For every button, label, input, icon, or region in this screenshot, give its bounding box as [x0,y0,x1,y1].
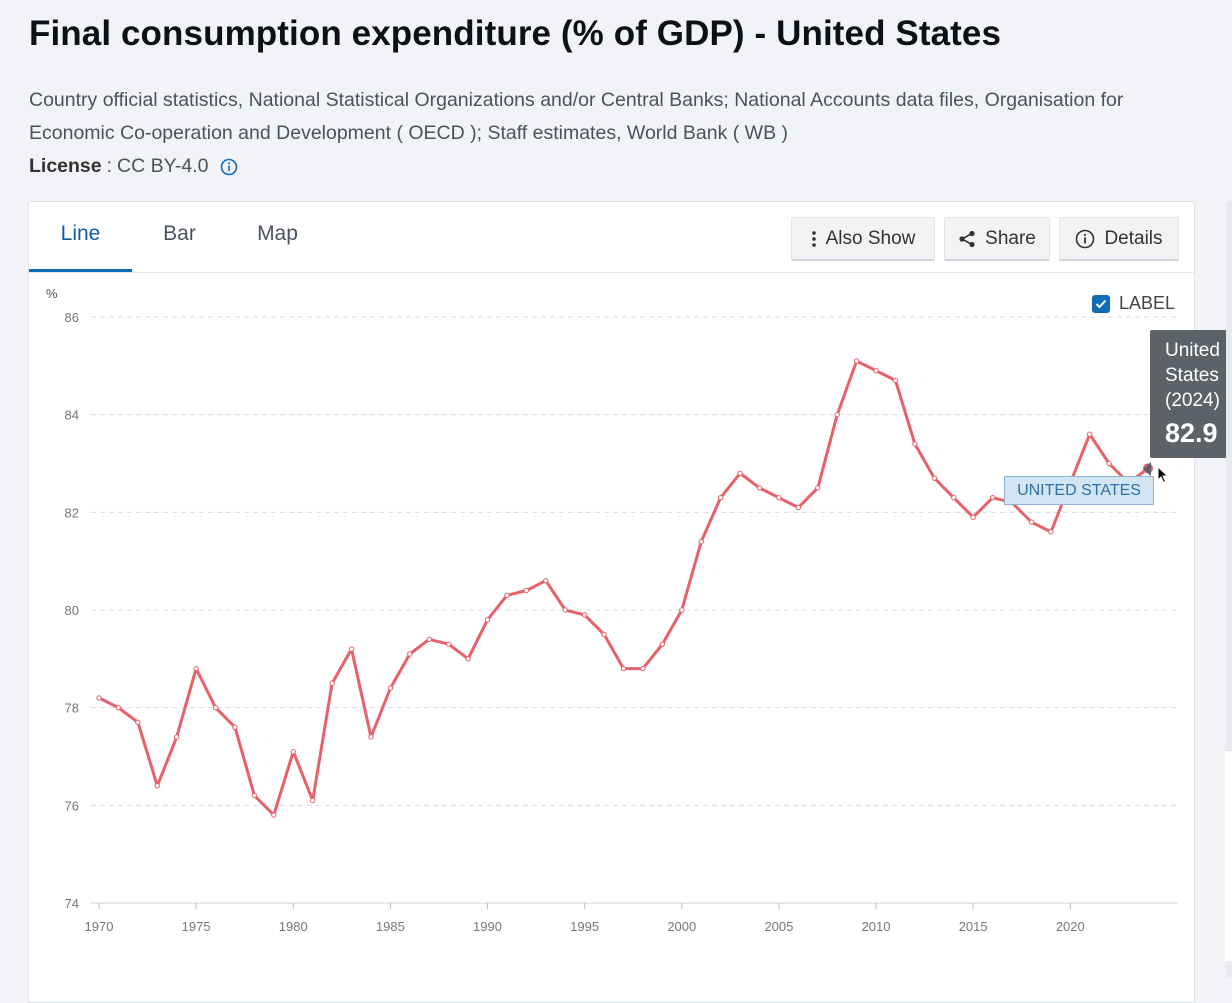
mouse-cursor-icon [1157,466,1169,484]
details-label: Details [1104,227,1163,249]
info-icon[interactable] [220,158,238,176]
source-text: Country official statistics, National St… [29,89,1124,144]
license-value: CC BY-4.0 [117,155,209,177]
label-toggle[interactable]: LABEL [1092,293,1175,314]
share-label: Share [985,227,1036,249]
also-show-label: Also Show [825,227,916,249]
share-button[interactable]: Share [944,217,1050,261]
tooltip-line-2: States [1165,365,1219,386]
tab-bar[interactable]: Bar [163,222,196,245]
check-icon [1095,299,1107,308]
tab-line[interactable]: Line [29,202,132,272]
chart-card: Line Bar Map Also Show Share Details [28,201,1195,1003]
label-checkbox[interactable] [1092,294,1110,313]
license-label: License [29,155,102,177]
license-row: License : CC BY-4.0 [29,155,238,178]
info-circle-icon [1076,229,1095,248]
more-vertical-icon [811,230,816,247]
tooltip-line-1: United [1165,340,1220,361]
tooltip-line-3: (2024) [1165,390,1220,411]
side-panel-edge [1226,201,1232,978]
license-separator: : [106,155,113,177]
tooltip-value: 82.9 [1165,418,1218,448]
side-panel-card-edge [1225,750,1232,961]
page-title: Final consumption expenditure (% of GDP)… [29,14,1002,53]
details-button[interactable]: Details [1059,217,1179,261]
chart-tabs: Line Bar Map Also Show Share Details [29,202,1194,273]
label-toggle-text: LABEL [1119,293,1176,313]
share-icon [959,230,975,247]
tooltip-arrow [1143,462,1151,476]
also-show-button[interactable]: Also Show [791,217,935,261]
series-label: UNITED STATES [1004,476,1154,505]
chart-tooltip: United States (2024) 82.9 [1150,330,1232,458]
tab-map[interactable]: Map [257,222,298,245]
